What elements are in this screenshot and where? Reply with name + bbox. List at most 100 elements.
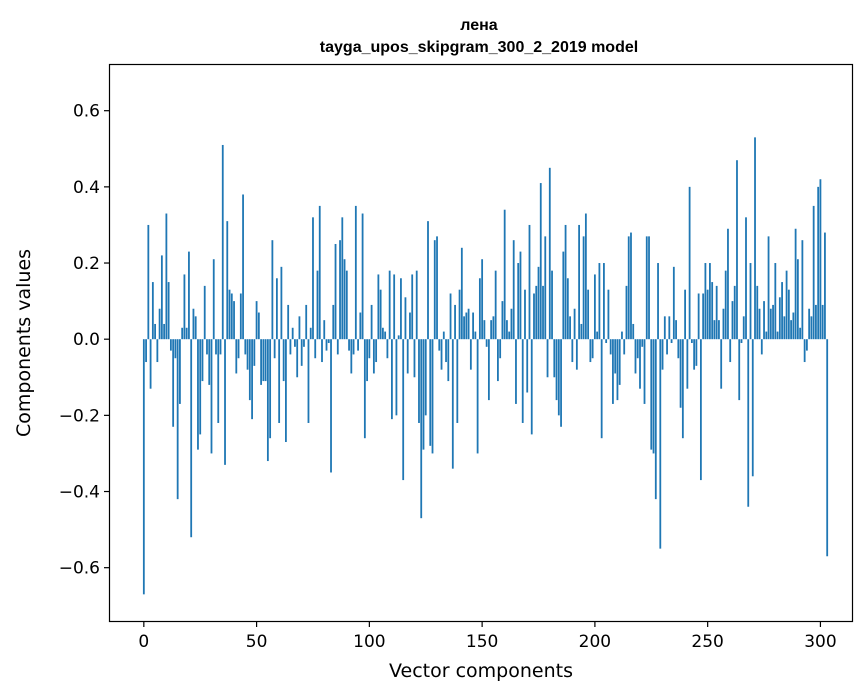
bar-108: [386, 339, 389, 359]
bar-286: [787, 289, 790, 340]
bar-32: [215, 339, 217, 355]
bar-82: [327, 339, 330, 343]
bar-46: [246, 339, 249, 370]
bar-34: [219, 339, 222, 355]
bar-1: [145, 339, 147, 363]
bar-271: [754, 137, 756, 340]
bar-160: [503, 209, 506, 340]
bar-294: [805, 339, 808, 351]
bar-156: [494, 270, 497, 340]
bar-217: [632, 323, 635, 340]
bar-84: [332, 304, 335, 340]
bar-68: [296, 339, 299, 378]
bar-123: [420, 339, 423, 519]
bar-19: [185, 327, 188, 340]
bar-105: [379, 289, 382, 340]
bar-236: [675, 320, 677, 340]
bar-299: [817, 186, 820, 340]
bar-191: [573, 308, 576, 340]
bar-190: [571, 339, 574, 363]
bar-143: [465, 312, 468, 340]
bar-227: [654, 339, 657, 500]
bar-134: [445, 339, 447, 363]
bar-166: [517, 263, 520, 340]
bar-97: [361, 213, 364, 340]
bar-296: [810, 316, 813, 340]
bar-95: [357, 339, 359, 351]
bar-145: [469, 339, 472, 370]
bar-104: [377, 274, 380, 340]
bar-23: [194, 316, 197, 340]
bar-62: [282, 339, 285, 382]
y-tick-label: 0.0: [73, 330, 100, 350]
bar-149: [478, 278, 481, 340]
bar-167: [519, 251, 522, 340]
bar-152: [485, 339, 488, 347]
bar-273: [758, 308, 761, 340]
bar-30: [210, 339, 213, 454]
bar-53: [262, 339, 265, 382]
x-tick-label: 0: [138, 632, 149, 652]
bar-88: [341, 217, 344, 340]
bar-70: [300, 339, 303, 366]
bar-268: [747, 339, 750, 507]
bar-197: [587, 289, 590, 340]
bar-112: [395, 339, 398, 416]
bar-199: [591, 339, 594, 359]
bar-298: [815, 304, 817, 340]
bar-8: [160, 255, 163, 340]
bar-132: [440, 339, 443, 370]
bar-52: [260, 339, 262, 385]
bar-215: [627, 236, 630, 340]
bar-12: [169, 339, 172, 351]
bar-212: [621, 331, 623, 340]
bar-221: [641, 339, 644, 347]
bar-240: [684, 289, 686, 340]
y-axis-ticks: −0.6 −0.4 −0.2 0.0 0.2 0.4 0.6: [59, 102, 110, 579]
bar-6: [156, 339, 159, 363]
bar-3: [149, 339, 152, 389]
bar-255: [718, 320, 720, 340]
bar-2: [147, 224, 150, 340]
bar-13: [172, 339, 175, 427]
bar-151: [483, 320, 486, 340]
bar-31: [212, 259, 215, 340]
bar-242: [688, 186, 691, 340]
bar-98: [363, 339, 366, 439]
y-tick-label: −0.4: [59, 483, 100, 503]
bar-81: [325, 339, 328, 351]
bar-196: [584, 213, 587, 340]
bar-87: [339, 240, 341, 340]
bar-280: [774, 263, 777, 340]
bar-4: [151, 282, 154, 340]
bar-56: [269, 339, 272, 439]
bar-269: [749, 263, 752, 340]
bar-163: [510, 308, 513, 340]
bar-172: [530, 339, 533, 435]
bar-24: [197, 339, 199, 450]
bar-292: [801, 240, 804, 340]
bar-262: [733, 285, 736, 340]
bar-106: [381, 327, 384, 340]
bar-69: [298, 316, 301, 340]
bar-115: [402, 339, 405, 481]
bar-79: [321, 339, 323, 363]
bar-49: [253, 339, 256, 366]
bar-57: [271, 240, 274, 340]
bar-77: [316, 270, 319, 340]
bar-290: [796, 259, 799, 340]
bar-33: [217, 339, 220, 423]
bar-249: [704, 263, 707, 340]
bar-235: [672, 266, 675, 340]
bar-226: [652, 339, 655, 454]
bar-121: [415, 270, 418, 340]
bar-184: [557, 339, 560, 416]
x-tick-label: 150: [466, 632, 498, 652]
bar-302: [824, 232, 826, 340]
bar-177: [542, 285, 544, 340]
bar-182: [553, 339, 556, 378]
bar-202: [598, 263, 601, 340]
bar-179: [546, 339, 549, 378]
bar-142: [463, 316, 465, 340]
bar-266: [742, 316, 745, 340]
